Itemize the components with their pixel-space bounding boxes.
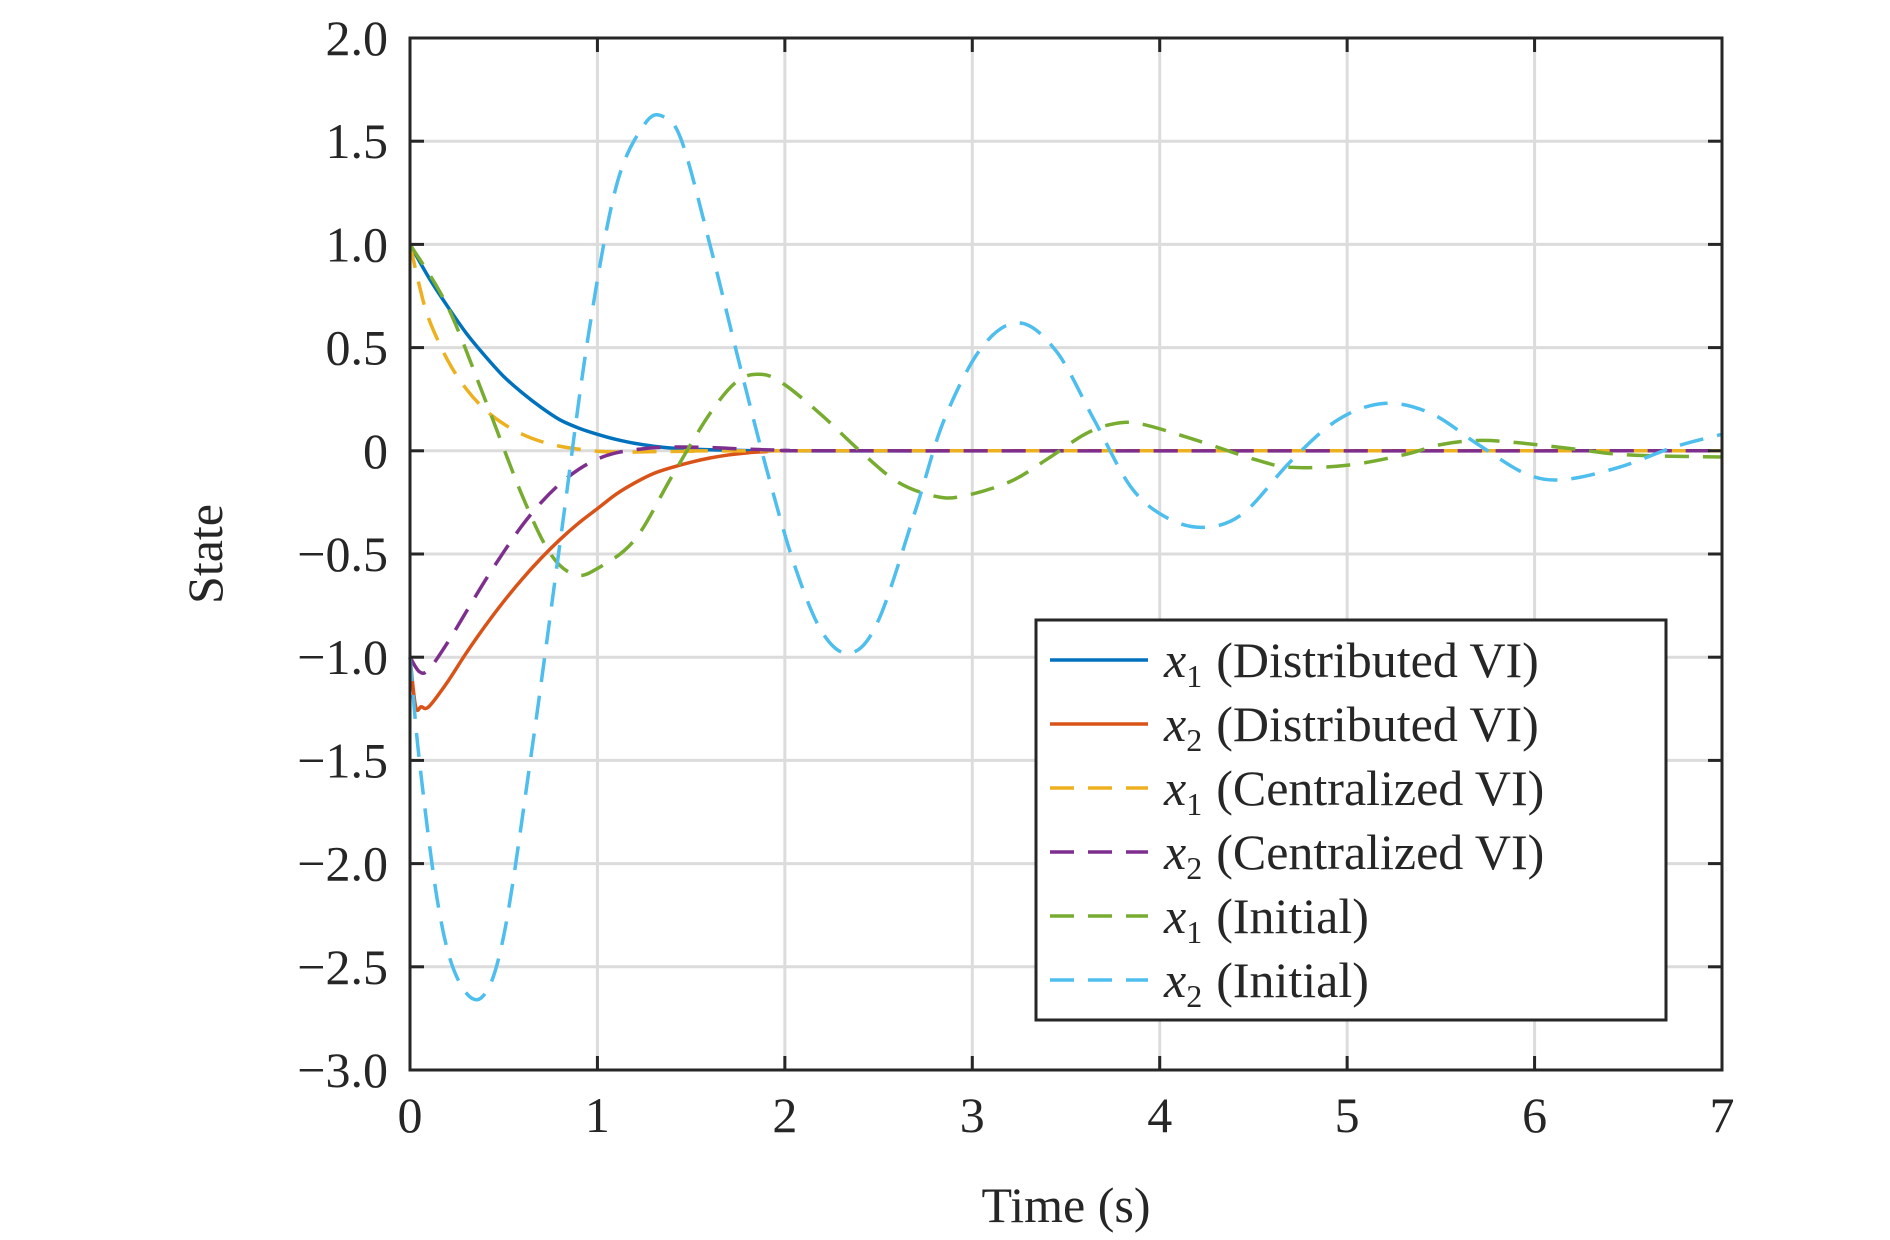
x-tick-label: 4 xyxy=(1147,1087,1172,1143)
y-tick-label: −0.5 xyxy=(297,526,388,582)
y-tick-label: −1.0 xyxy=(297,629,388,685)
legend-subscript: 1 xyxy=(1186,914,1202,950)
legend-method: (Centralized VI) xyxy=(1216,760,1544,816)
legend-method: (Initial) xyxy=(1216,888,1369,944)
legend-entry-label: x2 (Initial) xyxy=(1163,952,1369,1014)
y-axis-title: State xyxy=(177,504,233,604)
legend-entry-label: x1 (Centralized VI) xyxy=(1163,760,1544,822)
legend-subscript: 2 xyxy=(1186,722,1202,758)
series-lines xyxy=(408,113,1723,1002)
series-line-6 xyxy=(408,113,1723,1002)
series-line-5 xyxy=(408,243,1723,578)
y-tick-label: 0.5 xyxy=(326,320,389,376)
legend-method: (Distributed VI) xyxy=(1216,696,1539,752)
legend-subscript: 2 xyxy=(1186,850,1202,886)
legend-method: (Initial) xyxy=(1216,952,1369,1008)
legend-entry-label: x2 (Centralized VI) xyxy=(1163,824,1544,886)
y-tick-label: 0 xyxy=(363,423,388,479)
legend-variable: x xyxy=(1163,952,1186,1008)
x-tick-labels: 0 1 2 3 4 5 6 7 xyxy=(398,1087,1735,1143)
legend-box xyxy=(1034,618,1668,1022)
legend: x1 (Distributed VI)x2 (Distributed VI)x1 (C… xyxy=(1034,618,1668,1022)
y-tick-label: 1.0 xyxy=(326,216,389,272)
legend-variable: x xyxy=(1163,888,1186,944)
legend-variable: x xyxy=(1163,632,1186,688)
y-tick-label: −1.5 xyxy=(297,732,388,788)
legend-entry-label: x1 (Distributed VI) xyxy=(1163,632,1539,694)
legend-subscript: 2 xyxy=(1186,978,1202,1014)
y-tick-label: −3.0 xyxy=(297,1042,388,1098)
y-tick-labels: 2.0 1.5 1.0 0.5 0 −0.5 −1.0 −1.5 −2.0 −2.5 −3.0 xyxy=(297,10,388,1098)
legend-subscript: 1 xyxy=(1186,658,1202,694)
legend-variable: x xyxy=(1163,824,1186,880)
x-axis-title: Time (s) xyxy=(981,1177,1150,1233)
legend-subscript: 1 xyxy=(1186,786,1202,822)
x-tick-label: 3 xyxy=(960,1087,985,1143)
x-tick-label: 5 xyxy=(1335,1087,1360,1143)
series-line-4 xyxy=(408,445,1723,675)
legend-variable: x xyxy=(1163,760,1186,816)
tick-marks xyxy=(408,36,1724,1072)
x-tick-label: 7 xyxy=(1710,1087,1735,1143)
x-tick-label: 2 xyxy=(772,1087,797,1143)
legend-method: (Distributed VI) xyxy=(1216,632,1539,688)
x-tick-label: 0 xyxy=(398,1087,423,1143)
legend-entry-label: x1 (Initial) xyxy=(1163,888,1369,950)
y-tick-label: 2.0 xyxy=(326,10,389,66)
x-tick-label: 6 xyxy=(1522,1087,1547,1143)
y-tick-label: −2.0 xyxy=(297,836,388,892)
x-tick-label: 1 xyxy=(585,1087,610,1143)
y-tick-label: −2.5 xyxy=(297,939,388,995)
legend-variable: x xyxy=(1163,696,1186,752)
legend-method: (Centralized VI) xyxy=(1216,824,1544,880)
legend-entry-label: x2 (Distributed VI) xyxy=(1163,696,1539,758)
y-tick-label: 1.5 xyxy=(326,113,389,169)
